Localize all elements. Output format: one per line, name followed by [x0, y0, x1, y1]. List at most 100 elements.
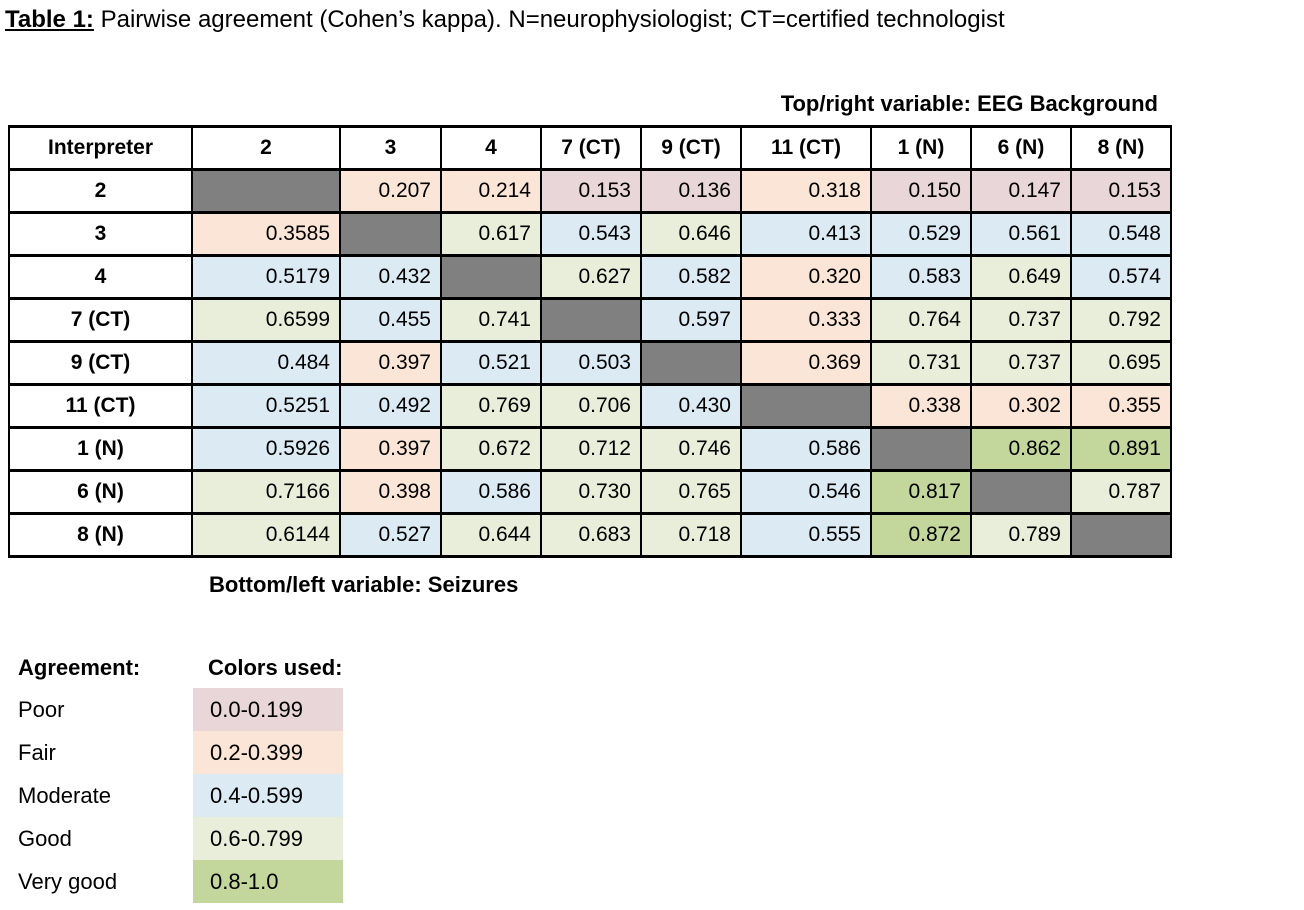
kappa-cell: 0.527 — [339, 512, 442, 558]
kappa-cell: 0.484 — [191, 340, 341, 386]
kappa-cell: 0.617 — [440, 211, 542, 257]
legend-swatch-poor: 0.0-0.199 — [193, 688, 343, 731]
kappa-cell: 0.582 — [640, 254, 742, 300]
diagonal-cell — [870, 426, 972, 472]
diagonal-cell — [440, 254, 542, 300]
kappa-cell: 0.712 — [540, 426, 642, 472]
kappa-cell: 0.741 — [440, 297, 542, 343]
kappa-cell: 0.355 — [1070, 383, 1172, 429]
legend-row: Good 0.6-0.799 — [18, 817, 343, 860]
kappa-cell: 0.597 — [640, 297, 742, 343]
kappa-cell: 0.817 — [870, 469, 972, 515]
diagonal-cell — [339, 211, 442, 257]
caption-text: Pairwise agreement (Cohen’s kappa). N=ne… — [93, 6, 1005, 33]
kappa-cell: 0.503 — [540, 340, 642, 386]
kappa-cell: 0.789 — [970, 512, 1072, 558]
kappa-cell: 0.574 — [1070, 254, 1172, 300]
kappa-cell: 0.3585 — [191, 211, 341, 257]
kappa-cell: 0.397 — [339, 426, 442, 472]
col-header-6-n-: 6 (N) — [970, 125, 1072, 171]
kappa-cell: 0.150 — [870, 168, 972, 214]
legend-row: Very good 0.8-1.0 — [18, 860, 343, 903]
kappa-cell: 0.546 — [740, 469, 872, 515]
kappa-cell: 0.320 — [740, 254, 872, 300]
kappa-cell: 0.649 — [970, 254, 1072, 300]
header-row: Interpreter 2 3 4 7 (CT) 9 (CT) 11 (CT) 1 (N) 6 … — [8, 125, 1172, 171]
corner-header: Interpreter — [8, 125, 193, 171]
kappa-cell: 0.695 — [1070, 340, 1172, 386]
legend-name-moderate: Moderate — [18, 782, 111, 808]
kappa-cell: 0.455 — [339, 297, 442, 343]
kappa-cell: 0.731 — [870, 340, 972, 386]
diagonal-cell — [540, 297, 642, 343]
legend-swatch-moderate: 0.4-0.599 — [193, 774, 343, 817]
kappa-matrix-table: Interpreter 2 3 4 7 (CT) 9 (CT) 11 (CT) 1 (N) 6 … — [8, 125, 1172, 558]
table-row: 3 0.3585 0.617 0.543 0.646 0.413 0.529 0.561 0.5… — [8, 211, 1172, 257]
kappa-cell: 0.583 — [870, 254, 972, 300]
kappa-cell: 0.672 — [440, 426, 542, 472]
legend-swatch-good: 0.6-0.799 — [193, 817, 343, 860]
table-row: 4 0.5179 0.432 0.627 0.582 0.320 0.583 0.649 0.5… — [8, 254, 1172, 300]
kappa-cell: 0.7166 — [191, 469, 341, 515]
kappa-cell: 0.6144 — [191, 512, 341, 558]
kappa-cell: 0.5251 — [191, 383, 341, 429]
legend-swatch-fair: 0.2-0.399 — [193, 731, 343, 774]
row-header-4: 4 — [8, 254, 193, 300]
kappa-cell: 0.769 — [440, 383, 542, 429]
legend-swatch-very-good: 0.8-1.0 — [193, 860, 343, 903]
row-header-1-n-: 1 (N) — [8, 426, 193, 472]
col-header-7-ct-: 7 (CT) — [540, 125, 642, 171]
kappa-cell: 0.872 — [870, 512, 972, 558]
legend-name-poor: Poor — [18, 696, 65, 722]
kappa-cell: 0.147 — [970, 168, 1072, 214]
legend-row: Poor 0.0-0.199 — [18, 688, 343, 731]
table-row: 8 (N) 0.6144 0.527 0.644 0.683 0.718 0.555 0.87… — [8, 512, 1172, 558]
kappa-cell: 0.746 — [640, 426, 742, 472]
row-header-3: 3 — [8, 211, 193, 257]
row-header-2: 2 — [8, 168, 193, 214]
row-header-8-n-: 8 (N) — [8, 512, 193, 558]
kappa-cell: 0.207 — [339, 168, 442, 214]
col-header-8-n-: 8 (N) — [1070, 125, 1172, 171]
diagonal-cell — [1070, 512, 1172, 558]
row-header-6-n-: 6 (N) — [8, 469, 193, 515]
caption-label: Table 1: — [5, 6, 94, 33]
legend-row: Fair 0.2-0.399 — [18, 731, 343, 774]
kappa-cell: 0.432 — [339, 254, 442, 300]
legend-name-fair: Fair — [18, 739, 56, 765]
kappa-cell: 0.627 — [540, 254, 642, 300]
kappa-cell: 0.369 — [740, 340, 872, 386]
kappa-cell: 0.586 — [440, 469, 542, 515]
kappa-cell: 0.730 — [540, 469, 642, 515]
col-header-4: 4 — [440, 125, 542, 171]
kappa-cell: 0.543 — [540, 211, 642, 257]
kappa-cell: 0.683 — [540, 512, 642, 558]
kappa-cell: 0.492 — [339, 383, 442, 429]
col-header-11-ct-: 11 (CT) — [740, 125, 872, 171]
kappa-cell: 0.555 — [740, 512, 872, 558]
kappa-cell: 0.529 — [870, 211, 972, 257]
kappa-cell: 0.318 — [740, 168, 872, 214]
kappa-cell: 0.302 — [970, 383, 1072, 429]
kappa-cell: 0.5179 — [191, 254, 341, 300]
kappa-cell: 0.333 — [740, 297, 872, 343]
kappa-cell: 0.765 — [640, 469, 742, 515]
kappa-cell: 0.430 — [640, 383, 742, 429]
color-legend: Poor 0.0-0.199 Fair 0.2-0.399 Moderate 0.4-0.… — [18, 688, 343, 903]
diagonal-cell — [970, 469, 1072, 515]
kappa-cell: 0.398 — [339, 469, 442, 515]
col-header-9-ct-: 9 (CT) — [640, 125, 742, 171]
kappa-cell: 0.862 — [970, 426, 1072, 472]
col-header-2: 2 — [191, 125, 341, 171]
kappa-cell: 0.737 — [970, 297, 1072, 343]
kappa-cell: 0.6599 — [191, 297, 341, 343]
kappa-cell: 0.706 — [540, 383, 642, 429]
bottom-variable-note: Bottom/left variable: Seizures — [209, 572, 519, 597]
row-header-11-ct-: 11 (CT) — [8, 383, 193, 429]
table-row: 7 (CT) 0.6599 0.455 0.741 0.597 0.333 0.764 0.7… — [8, 297, 1172, 343]
table-row: 2 0.207 0.214 0.153 0.136 0.318 0.150 0.147 0.15… — [8, 168, 1172, 214]
table-row: 1 (N) 0.5926 0.397 0.672 0.712 0.746 0.586 0.86… — [8, 426, 1172, 472]
legend-name-very-good: Very good — [18, 868, 118, 894]
kappa-cell: 0.397 — [339, 340, 442, 386]
table-caption: Table 1: Pairwise agreement (Cohen’s kap… — [5, 6, 1005, 34]
